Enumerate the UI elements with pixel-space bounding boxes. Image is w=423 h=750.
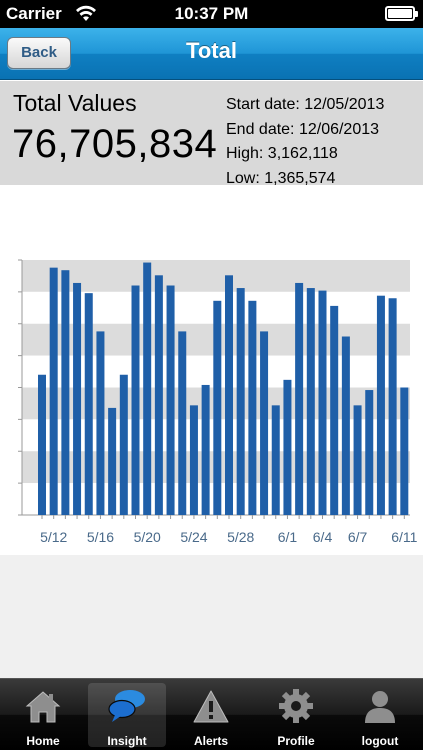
chart-bar bbox=[213, 300, 222, 515]
total-values-label: Total Values bbox=[13, 90, 137, 116]
tab-alerts[interactable]: Alerts bbox=[172, 683, 250, 748]
chart-bar bbox=[73, 282, 82, 515]
stats-block: Start date: 12/05/2013 End date: 12/06/2… bbox=[226, 93, 384, 191]
home-icon bbox=[23, 687, 63, 725]
chart-bar bbox=[376, 295, 385, 515]
wifi-icon bbox=[74, 3, 98, 28]
start-date: Start date: 12/05/2013 bbox=[226, 96, 385, 113]
x-tick-label: 5/24 bbox=[180, 529, 207, 545]
tab-logout[interactable]: logout bbox=[341, 683, 419, 748]
carrier-label: Carrier bbox=[6, 4, 62, 23]
tab-profile-label: Profile bbox=[277, 734, 315, 748]
chart-bar bbox=[388, 298, 397, 515]
warning-icon bbox=[191, 687, 231, 725]
chart-bar bbox=[119, 374, 128, 515]
tab-bar: Home Insight Alerts bbox=[0, 678, 423, 750]
back-button[interactable]: Back bbox=[7, 37, 71, 69]
navigation-bar: Back Total bbox=[0, 28, 423, 80]
battery-icon bbox=[385, 6, 418, 21]
x-tick-label: 5/28 bbox=[227, 529, 254, 545]
chart-bar bbox=[96, 331, 105, 515]
chart-bar bbox=[283, 379, 292, 515]
chart-bar bbox=[295, 282, 304, 515]
empty-area bbox=[0, 555, 423, 678]
page-title: Total bbox=[186, 38, 237, 63]
chart-bar bbox=[341, 336, 350, 515]
x-tick-label: 6/4 bbox=[313, 529, 333, 545]
chart-bar bbox=[143, 262, 152, 515]
chart-bar bbox=[248, 300, 257, 515]
status-time: 10:37 PM bbox=[174, 4, 249, 23]
x-tick-label: 6/1 bbox=[278, 529, 298, 545]
high-value: High: 3,162,118 bbox=[226, 145, 338, 162]
gear-icon bbox=[276, 687, 316, 725]
chart-area: 5/12 5/16 5/20 5/24 5/28 6/1 6/4 6/7 6/11 bbox=[0, 185, 423, 555]
chart-bar bbox=[225, 275, 233, 515]
x-tick-label: 5/12 bbox=[40, 529, 67, 545]
chart-bar bbox=[318, 290, 327, 515]
tab-alerts-label: Alerts bbox=[193, 734, 228, 748]
tab-insight-label: Insight bbox=[107, 734, 147, 748]
bar-chart: 5/12 5/16 5/20 5/24 5/28 6/1 6/4 6/7 6/11 bbox=[18, 259, 418, 545]
tab-insight[interactable]: Insight bbox=[88, 683, 166, 748]
chart-bar bbox=[353, 405, 362, 515]
x-tick-label: 6/7 bbox=[348, 529, 368, 545]
chart-bar bbox=[84, 293, 93, 515]
chart-bar bbox=[271, 405, 280, 515]
low-value: Low: 1,365,574 bbox=[226, 169, 336, 187]
x-tick-label: 5/16 bbox=[87, 529, 114, 545]
chart-bar bbox=[131, 285, 140, 515]
chart-bar bbox=[61, 270, 70, 515]
person-icon bbox=[360, 687, 400, 725]
chart-bar bbox=[330, 305, 339, 515]
chart-bar bbox=[38, 374, 46, 515]
tab-logout-label: logout bbox=[361, 734, 399, 748]
total-values-number: 76,705,834 bbox=[12, 122, 218, 166]
tab-profile[interactable]: Profile bbox=[257, 683, 335, 748]
tab-home-label: Home bbox=[26, 734, 60, 748]
chart-bar bbox=[260, 331, 269, 515]
chart-bar bbox=[178, 331, 187, 515]
chart-bar bbox=[166, 285, 175, 515]
x-tick-label: 5/20 bbox=[134, 529, 161, 545]
chat-bubbles-icon bbox=[107, 687, 147, 725]
x-tick-label: 6/11 bbox=[391, 529, 417, 545]
tab-home[interactable]: Home bbox=[4, 683, 82, 748]
chart-bar bbox=[189, 405, 198, 515]
chart-bar bbox=[154, 275, 163, 515]
summary-panel: Total Values 76,705,834 Start date: 12/0… bbox=[0, 81, 423, 187]
chart-bar bbox=[365, 390, 374, 515]
chart-bar bbox=[236, 288, 245, 515]
end-date: End date: 12/06/2013 bbox=[226, 120, 380, 138]
grid-band bbox=[22, 260, 410, 292]
chart-bar bbox=[400, 387, 409, 515]
status-bar: Carrier 10:37 PM bbox=[0, 0, 423, 28]
chart-bar bbox=[201, 384, 210, 515]
chart-bar bbox=[306, 288, 315, 515]
chart-bar bbox=[49, 267, 58, 515]
chart-bar bbox=[108, 407, 117, 515]
